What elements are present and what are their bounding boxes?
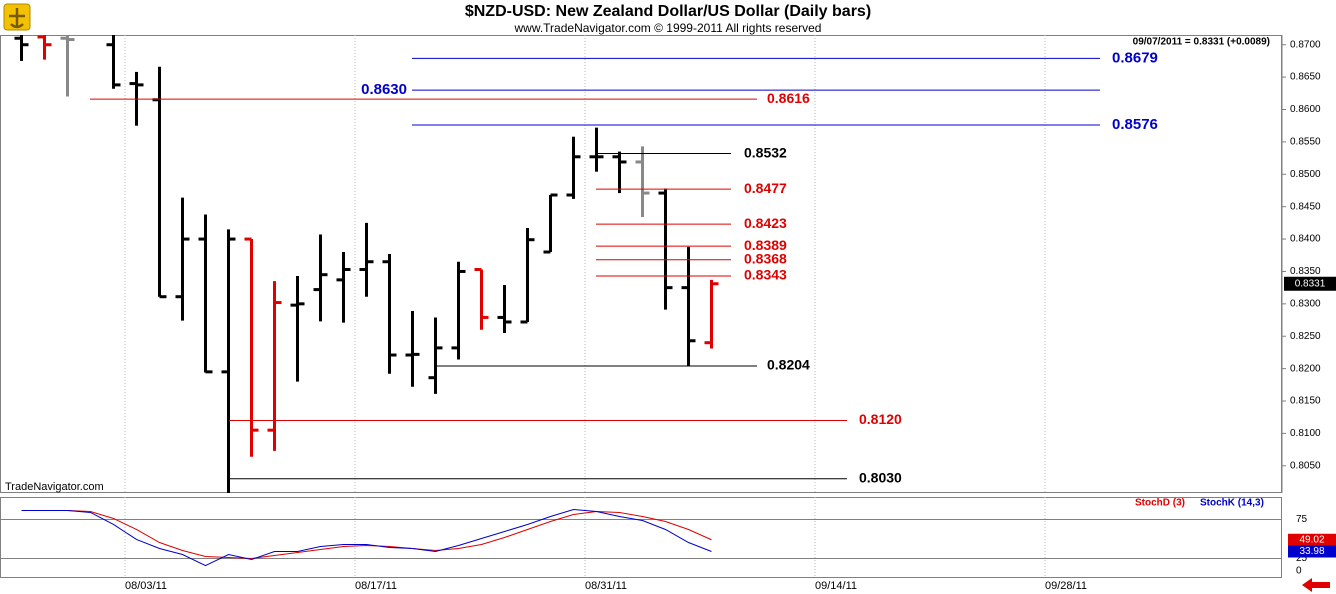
level-label: 0.8389 bbox=[744, 237, 787, 253]
y-tick-label: 0.8550 bbox=[1290, 137, 1321, 148]
y-tick-label: 0.8650 bbox=[1290, 72, 1321, 83]
last-price-label: 0.8331 bbox=[1295, 278, 1326, 289]
legend-entry: StochD (3) bbox=[1135, 498, 1185, 509]
stoch-panel bbox=[0, 509, 1282, 567]
y-tick-label: 0.8200 bbox=[1290, 363, 1321, 374]
x-tick-label: 08/17/11 bbox=[355, 580, 397, 592]
stoch-tick-label: 25 bbox=[1296, 553, 1308, 564]
x-tick-label: 09/28/11 bbox=[1045, 580, 1087, 592]
y-tick-label: 0.8400 bbox=[1290, 234, 1321, 245]
x-tick-label: 09/14/11 bbox=[815, 580, 857, 592]
level-label: 0.8204 bbox=[767, 357, 810, 373]
stoch-frame bbox=[0, 497, 1282, 578]
y-tick-label: 0.8250 bbox=[1290, 331, 1321, 342]
chart-title: $NZD-USD: New Zealand Dollar/US Dollar (… bbox=[465, 3, 871, 20]
y-tick-label: 0.8100 bbox=[1290, 428, 1321, 439]
y-tick-label: 0.8050 bbox=[1290, 460, 1321, 471]
last-value-label: 49.02 bbox=[1299, 534, 1324, 545]
last-value-box bbox=[1288, 533, 1336, 546]
last-value-label: 33.98 bbox=[1299, 546, 1324, 557]
stoch-tick-label: 75 bbox=[1296, 514, 1308, 525]
y-tick-label: 0.8500 bbox=[1290, 169, 1321, 180]
y-tick-label: 0.8700 bbox=[1290, 39, 1321, 50]
level-label: 0.8120 bbox=[859, 411, 902, 427]
level-label: 0.8576 bbox=[1112, 116, 1158, 133]
price-panel bbox=[14, 35, 719, 493]
level-label: 0.8532 bbox=[744, 144, 787, 160]
y-tick-label: 0.8600 bbox=[1290, 104, 1321, 115]
level-label: 0.8343 bbox=[744, 267, 787, 283]
level-label: 0.8423 bbox=[744, 215, 787, 231]
y-tick-label: 0.8150 bbox=[1290, 396, 1321, 407]
scroll-arrow[interactable] bbox=[1302, 578, 1330, 592]
level-label: 0.8679 bbox=[1112, 49, 1158, 66]
y-tick-label: 0.8350 bbox=[1290, 266, 1321, 277]
chart-subtitle: www.TradeNavigator.com © 1999-2011 All r… bbox=[514, 21, 822, 35]
logo bbox=[3, 3, 31, 31]
stoch-tick-label: 0 bbox=[1296, 566, 1302, 577]
y-tick-label: 0.8300 bbox=[1290, 298, 1321, 309]
level-label: 0.8630 bbox=[361, 81, 407, 98]
header-note: 09/07/2011 = 0.8331 (+0.0089) bbox=[1133, 37, 1270, 48]
x-tick-label: 08/31/11 bbox=[585, 580, 627, 592]
watermark: TradeNavigator.com bbox=[5, 481, 104, 493]
level-label: 0.8477 bbox=[744, 180, 787, 196]
level-label: 0.8368 bbox=[744, 250, 787, 266]
legend-entry: StochK (14,3) bbox=[1200, 498, 1264, 509]
y-tick-label: 0.8450 bbox=[1290, 201, 1321, 212]
level-label: 0.8030 bbox=[859, 469, 902, 485]
last-value-box bbox=[1288, 545, 1336, 558]
stoch-line bbox=[21, 509, 712, 567]
level-label: 0.8616 bbox=[767, 90, 810, 106]
x-tick-label: 08/03/11 bbox=[125, 580, 167, 592]
last-price-box bbox=[1284, 276, 1336, 291]
